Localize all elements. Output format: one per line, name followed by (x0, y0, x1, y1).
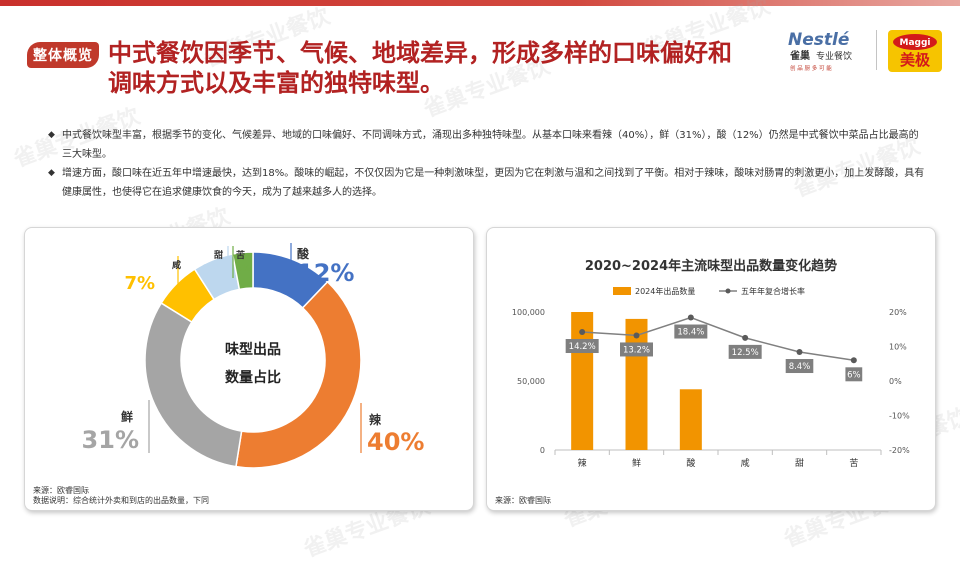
nestle-logo-tag: 专业餐饮 (816, 50, 852, 62)
growth-label-甜: 8.4% (789, 362, 811, 372)
logo-divider (876, 30, 877, 70)
x-axis-category-label: 甜 (795, 457, 804, 469)
growth-label-box-辣 (565, 339, 599, 354)
donut-value-label-苦: 3% (236, 264, 251, 274)
top-accent-bar (0, 0, 960, 6)
donut-value-label-鲜: 31% (82, 426, 139, 454)
donut-category-label-酸: 酸 (297, 246, 310, 261)
maggi-logo-bottom: 美极 (900, 51, 931, 69)
growth-label-box-苦 (845, 367, 863, 382)
growth-label-box-甜 (785, 359, 814, 374)
page-title: 中式餐饮因季节、气候、地域差异，形成多样的口味偏好和调味方式以及丰富的独特味型。 (108, 39, 732, 97)
donut-category-label-辣: 辣 (369, 412, 382, 427)
bullet-text-1: 中式餐饮味型丰富，根据季节的变化、气候差异、地域的口味偏好、不同调味方式，涌现出… (62, 130, 919, 160)
growth-point-咸 (742, 334, 749, 341)
diamond-bullet-icon: ◆ (48, 130, 55, 140)
left-axis-tick-label: 0 (540, 446, 545, 455)
left-axis-tick-label: 50,000 (517, 377, 545, 386)
bullet-text-2: 增速方面，酸口味在近五年中增速最快，达到18%。酸味的崛起，不仅仅因为它是一种刺… (62, 168, 925, 198)
donut-center-label-line1: 味型出品 (225, 341, 281, 358)
x-axis-category-label: 酸 (686, 458, 695, 469)
donut-slice-苦 (231, 251, 254, 291)
growth-label-酸: 18.4% (677, 328, 704, 338)
right-axis-tick-label: -10% (889, 412, 910, 421)
donut-category-label-鲜: 鲜 (121, 409, 133, 424)
bullet-item-1: ◆ 中式餐饮味型丰富，根据季节的变化、气候差异、地域的口味偏好、不同调味方式，涌… (48, 126, 928, 164)
donut-category-label-咸: 咸 (172, 259, 181, 271)
section-badge: 整体概览 (27, 42, 99, 68)
right-axis-tick-label: 0% (889, 377, 902, 386)
donut-value-label-酸: 12% (297, 259, 354, 287)
maggi-logo-top: Maggi (900, 38, 931, 48)
donut-note: 数据说明：综合统计外卖和到店的出品数量，下同 (33, 496, 209, 505)
growth-rate-line (582, 316, 854, 362)
right-axis-tick-label: -20% (889, 446, 910, 455)
right-axis-tick-label: 20% (889, 308, 907, 317)
left-axis-tick-label: 100,000 (512, 308, 545, 317)
donut-slice-辣 (235, 280, 362, 469)
growth-label-辣: 14.2% (569, 342, 596, 352)
diamond-bullet-icon: ◆ (48, 168, 55, 178)
x-axis-category-label: 鲜 (632, 457, 641, 469)
donut-value-label-甜: 6% (201, 263, 223, 278)
growth-label-box-酸 (674, 324, 708, 339)
legend-label-line: 五年年复合增长率 (741, 286, 805, 296)
donut-category-label-甜: 甜 (214, 249, 223, 261)
growth-point-甜 (796, 349, 803, 356)
combo-chart: 2020~2024年主流味型出品数量变化趋势 2024年出品数量 五年年复合增长率 0… (512, 258, 910, 469)
donut-value-label-咸: 7% (124, 273, 155, 294)
growth-label-苦: 6% (847, 370, 861, 380)
maggi-logo: Maggi 美极 (888, 30, 942, 72)
summary-bullets: ◆ 中式餐饮味型丰富，根据季节的变化、气候差异、地域的口味偏好、不同调味方式，涌… (48, 126, 928, 202)
nestle-logo-cn: 雀巢 (789, 49, 811, 62)
legend-swatch-line-marker (725, 288, 731, 294)
growth-label-box-咸 (728, 344, 762, 359)
donut-source: 来源：欧睿国际 (33, 486, 89, 495)
bullet-item-2: ◆ 增速方面，酸口味在近五年中增速最快，达到18%。酸味的崛起，不仅仅因为它是一… (48, 164, 928, 202)
donut-chart-card: 味型出品数量占比 酸 12% 辣 40% 鲜 31% 咸 7% 甜 6% 苦 3% 来源：欧睿国际 数据… (24, 227, 474, 511)
combo-source: 来源：欧睿国际 (495, 496, 551, 505)
right-axis-tick-label: 10% (889, 343, 907, 352)
growth-point-酸 (687, 314, 694, 321)
growth-point-鲜 (633, 332, 640, 339)
combo-chart-title: 2020~2024年主流味型出品数量变化趋势 (585, 258, 837, 274)
legend-label-bars: 2024年出品数量 (635, 286, 695, 296)
nestle-logo: Nestlé 雀巢 专业餐饮 创 品 厨 多 可 能 (788, 30, 852, 72)
legend-swatch-bars (613, 287, 631, 295)
bar-酸 (679, 389, 702, 450)
growth-point-辣 (579, 329, 586, 336)
growth-label-咸: 12.5% (732, 348, 759, 358)
x-axis-category-label: 苦 (849, 457, 858, 469)
x-axis-category-label: 咸 (741, 457, 750, 469)
nestle-logo-tagline: 创 品 厨 多 可 能 (790, 64, 832, 72)
growth-label-鲜: 13.2% (623, 345, 650, 355)
bar-鲜 (625, 318, 648, 450)
growth-point-苦 (850, 357, 857, 364)
x-axis-category-label: 辣 (578, 457, 587, 469)
growth-label-box-鲜 (620, 342, 653, 357)
combo-chart-card: 2020~2024年主流味型出品数量变化趋势 2024年出品数量 五年年复合增长率 0… (486, 227, 936, 511)
donut-center-label-line2: 数量占比 (225, 369, 281, 386)
donut-category-label-苦: 苦 (236, 249, 245, 261)
donut-value-label-辣: 40% (367, 428, 424, 456)
nestle-logo-text: Nestlé (788, 30, 850, 50)
